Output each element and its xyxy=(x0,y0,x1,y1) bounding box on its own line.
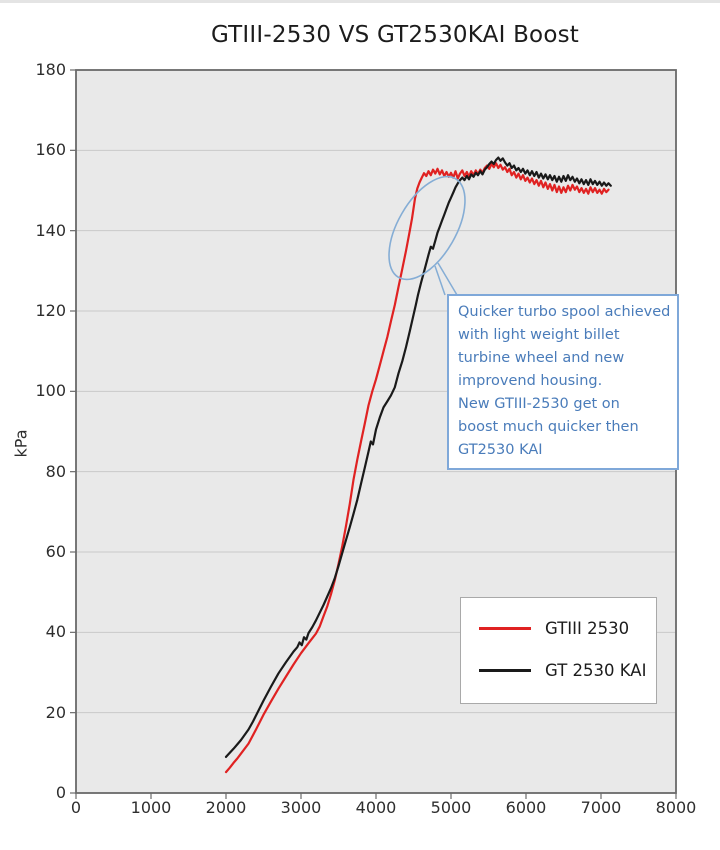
series-line-gt-2530-kai xyxy=(224,156,612,759)
x-tick-label: 2000 xyxy=(205,798,247,817)
chart-title: GTIII-2530 VS GT2530KAI Boost xyxy=(210,22,579,48)
legend-item-gt-2530-kai: GT 2530 KAI xyxy=(479,661,656,680)
y-tick-label: 140 xyxy=(35,220,66,240)
x-tick-label: 4000 xyxy=(355,798,397,817)
legend: GTIII 2530 GT 2530 KAI xyxy=(460,597,657,704)
top-edge-strip xyxy=(0,0,720,3)
y-tick-label: 160 xyxy=(35,140,66,160)
axis-ticks xyxy=(70,69,677,799)
legend-item-gtiii-2530: GTIII 2530 xyxy=(479,619,656,638)
y-tick-label: 0 xyxy=(55,783,66,802)
y-tick-label: 100 xyxy=(35,381,66,401)
x-tick-label: 7000 xyxy=(580,798,622,817)
legend-line-red-icon xyxy=(479,627,531,631)
y-tick-label: 40 xyxy=(45,622,66,642)
series-lines xyxy=(224,156,612,774)
y-axis-title: kPa xyxy=(11,429,31,458)
x-tick-label: 5000 xyxy=(430,798,472,817)
annotation-callout: Quicker turbo spool achieved with light … xyxy=(447,294,679,470)
x-tick-label: 3000 xyxy=(280,798,322,817)
legend-line-black-icon xyxy=(479,668,531,672)
series-line-gtiii-2530 xyxy=(224,162,610,774)
y-tick-label: 80 xyxy=(45,461,66,481)
y-tick-label: 120 xyxy=(35,301,66,320)
highlight-ellipse xyxy=(388,175,466,281)
x-tick-label: 0 xyxy=(70,798,82,817)
x-tick-label: 6000 xyxy=(505,798,547,817)
legend-label: GTIII 2530 xyxy=(545,619,630,639)
legend-label: GT 2530 KAI xyxy=(545,660,647,680)
y-tick-label: 180 xyxy=(35,60,66,79)
x-tick-label: 1000 xyxy=(130,798,172,817)
x-tick-label: 8000 xyxy=(655,798,697,817)
y-tick-label: 60 xyxy=(45,542,66,561)
y-tick-label: 20 xyxy=(45,702,66,722)
callout-leader-lines xyxy=(434,262,458,296)
